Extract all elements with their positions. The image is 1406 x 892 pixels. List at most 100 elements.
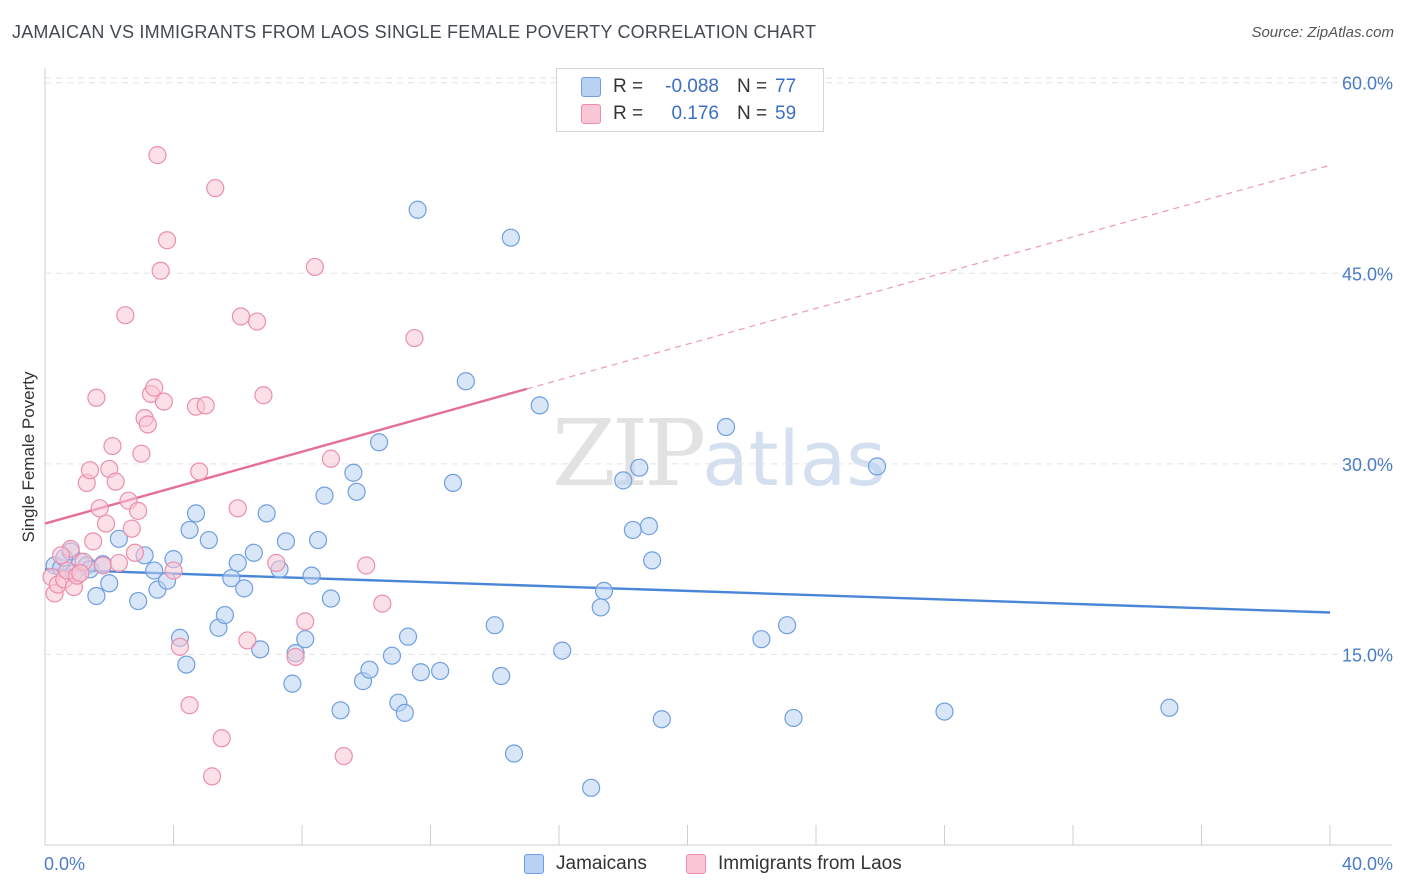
point-laos: [125, 543, 145, 562]
point-jamaicans: [485, 616, 504, 635]
data-points: [42, 146, 1179, 797]
y-tick-label: 60.0%: [1342, 74, 1393, 94]
point-jamaicans: [398, 627, 418, 646]
point-laos: [145, 378, 164, 397]
point-jamaicans: [283, 674, 302, 693]
point-laos: [93, 556, 112, 575]
point-jamaicans: [1160, 698, 1179, 717]
point-laos: [84, 532, 103, 551]
point-laos: [296, 612, 315, 631]
y-tick-label: 30.0%: [1342, 455, 1393, 475]
tick-labels: 15.0% 30.0% 45.0% 60.0% 0.0% 40.0% Single Fema…: [19, 74, 1393, 874]
point-jamaicans: [347, 482, 366, 501]
x-tick-label: 40.0%: [1342, 854, 1393, 874]
correlation-legend: R = -0.088 N = 77 R = 0.176 N = 59: [556, 68, 824, 132]
point-laos: [71, 564, 90, 583]
point-jamaicans: [360, 660, 379, 679]
point-jamaicans: [180, 520, 199, 540]
point-jamaicans: [501, 228, 520, 247]
point-jamaicans: [199, 530, 218, 550]
point-jamaicans: [431, 661, 450, 681]
point-laos: [109, 553, 128, 573]
point-jamaicans: [244, 543, 263, 562]
point-laos: [202, 767, 222, 786]
legend-swatch-laos: [581, 104, 601, 124]
legend-n-label: N =: [737, 103, 768, 124]
point-jamaicans: [177, 655, 196, 674]
point-jamaicans: [652, 710, 671, 729]
axes: [44, 68, 1392, 846]
point-laos: [305, 257, 324, 277]
chart-title: JAMAICAN VS IMMIGRANTS FROM LAOS SINGLE …: [12, 22, 817, 42]
point-jamaicans: [186, 504, 206, 523]
point-laos: [154, 392, 173, 411]
point-jamaicans: [100, 574, 119, 593]
point-laos: [106, 472, 125, 491]
point-jamaicans: [228, 553, 247, 573]
legend-swatch-jamaicans: [581, 77, 601, 97]
legend-r-label: R =: [613, 103, 644, 124]
point-jamaicans: [630, 458, 649, 477]
point-laos: [80, 461, 100, 480]
point-jamaicans: [553, 641, 572, 660]
point-laos: [122, 519, 141, 538]
point-jamaicans: [777, 616, 797, 635]
point-jamaicans: [716, 417, 736, 437]
point-jamaicans: [315, 486, 334, 505]
trend-line-laos: [44, 387, 528, 525]
bottom-legend-jamaicans: Jamaicans: [524, 852, 647, 876]
point-laos: [180, 696, 199, 715]
point-jamaicans: [395, 703, 414, 722]
legend-r-value: 0.176: [671, 103, 719, 124]
point-jamaicans: [456, 372, 475, 391]
point-jamaicans: [251, 640, 270, 659]
trend-line-jamaicans: [44, 568, 1331, 614]
point-jamaicans: [591, 598, 610, 617]
point-jamaicans: [582, 778, 601, 797]
point-laos: [170, 637, 190, 656]
point-jamaicans: [222, 569, 241, 588]
point-laos: [132, 444, 151, 463]
legend-n-value: 77: [775, 76, 797, 97]
trend-lines: [44, 164, 1331, 614]
legend-n-label: N =: [737, 76, 768, 97]
point-jamaicans: [321, 589, 341, 608]
point-jamaicans: [504, 744, 524, 763]
point-jamaicans: [443, 473, 463, 493]
point-laos: [90, 499, 109, 518]
point-laos: [51, 546, 71, 565]
bottom-legend-laos: Immigrants from Laos: [686, 852, 902, 876]
point-jamaicans: [492, 666, 511, 686]
point-jamaicans: [614, 471, 633, 490]
point-jamaicans: [382, 646, 402, 665]
point-jamaicans: [867, 457, 887, 476]
point-laos: [267, 553, 286, 573]
point-laos: [103, 436, 122, 456]
point-jamaicans: [643, 551, 662, 570]
point-laos: [116, 306, 135, 325]
point-jamaicans: [302, 566, 321, 585]
point-jamaicans: [530, 396, 549, 415]
trend-line-extension: [526, 164, 1331, 390]
point-laos: [231, 307, 251, 326]
point-jamaicans: [935, 702, 954, 721]
point-laos: [405, 328, 424, 348]
point-laos: [334, 746, 353, 766]
point-jamaicans: [129, 591, 148, 611]
legend-r-label: R =: [613, 76, 644, 97]
point-jamaicans: [276, 532, 296, 551]
bottom-legend-label-jamaicans: Jamaicans: [556, 853, 647, 874]
x-tick-label: 0.0%: [44, 854, 85, 874]
y-axis-label: Single Female Poverty: [19, 371, 38, 543]
point-laos: [228, 499, 247, 518]
point-laos: [247, 312, 267, 331]
y-tick-label: 15.0%: [1342, 645, 1393, 665]
point-laos: [321, 449, 341, 468]
point-jamaicans: [215, 605, 234, 625]
point-laos: [357, 556, 376, 575]
point-jamaicans: [752, 630, 771, 649]
point-jamaicans: [109, 529, 128, 548]
point-jamaicans: [784, 708, 803, 728]
legend-n-value: 59: [775, 103, 797, 124]
point-laos: [164, 561, 183, 580]
